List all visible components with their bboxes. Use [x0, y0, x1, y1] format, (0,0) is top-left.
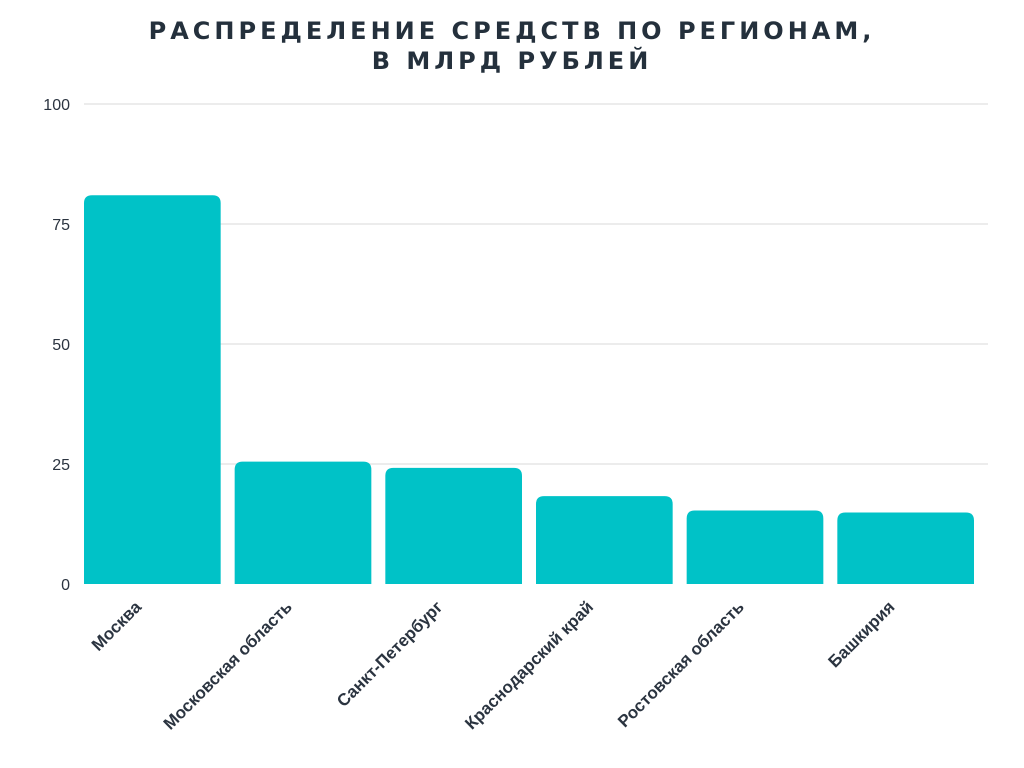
y-tick-label: 0: [61, 577, 70, 594]
x-tick-label: Санкт-Петербург: [333, 597, 446, 710]
gridlines: [84, 103, 988, 465]
x-tick-label: Московская область: [160, 597, 296, 733]
y-tick-label: 50: [52, 337, 70, 354]
x-tick-label: Москва: [88, 597, 146, 655]
bar: [837, 512, 974, 584]
chart-title-line-2: В МЛРД РУБЛЕЙ: [371, 47, 653, 75]
y-axis-ticks: 0 25 50 75 100: [43, 97, 70, 594]
bar: [536, 496, 673, 584]
x-axis-labels: Москва Московская область Санкт-Петербург К…: [88, 597, 899, 733]
bar: [686, 510, 824, 584]
y-tick-label: 25: [52, 457, 70, 474]
chart-title-line-1: РАСПРЕДЕЛЕНИЕ СРЕДСТВ ПО РЕГИОНАМ,: [148, 17, 876, 45]
bar: [84, 195, 221, 584]
chart-title: РАСПРЕДЕЛЕНИЕ СРЕДСТВ ПО РЕГИОНАМ, В МЛР…: [0, 16, 1024, 76]
x-tick-label: Краснодарский край: [461, 597, 597, 733]
bar: [234, 461, 372, 584]
x-tick-label: Ростовская область: [614, 597, 748, 731]
y-tick-label: 75: [52, 217, 70, 234]
bar: [385, 467, 522, 584]
bars: [84, 195, 974, 584]
x-tick-label: Башкирия: [825, 597, 899, 671]
y-tick-label: 100: [43, 97, 70, 114]
